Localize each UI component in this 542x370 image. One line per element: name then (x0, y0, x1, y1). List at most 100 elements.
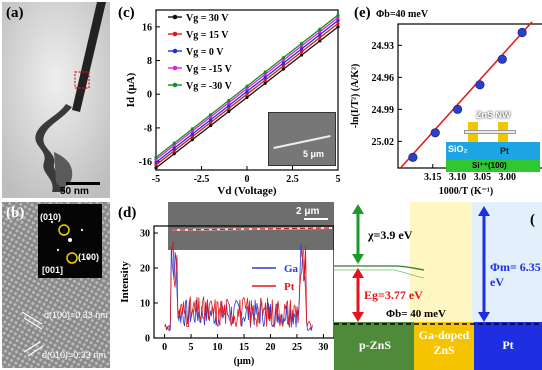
bandgap-label: Eg=3.77 eV (364, 288, 423, 302)
x-tick-label: -2.5 (194, 174, 210, 185)
series-point (245, 86, 249, 91)
series-point (300, 50, 304, 54)
panel-f-label: ( (530, 212, 535, 228)
series-point (227, 98, 231, 103)
series-point (209, 113, 213, 117)
x-tick-label: -5 (152, 174, 160, 185)
series-point (245, 92, 249, 96)
series-point (300, 47, 304, 51)
panel-e: (e) Φb=40 meV 3.15 3.10 3.05 3.00 24.93 24.96… (348, 2, 542, 198)
saed-spot-010: (010) (40, 212, 62, 222)
inset-scalebar-label: 5 μm (303, 149, 325, 159)
series-point (245, 89, 249, 94)
y-tick-label: 24.96 (372, 73, 395, 84)
y-tick-label: 24.99 (372, 105, 395, 116)
series-point (318, 36, 322, 40)
series-point (209, 118, 213, 122)
legend-marker (172, 48, 178, 54)
eds-trace (164, 241, 313, 332)
y-tick-label: 16 (142, 22, 152, 33)
sio2-label: SiO₂ (448, 144, 468, 154)
panel-b-label: (b) (6, 205, 25, 221)
series-point (318, 39, 322, 43)
x-tick-label: 3.10 (449, 172, 467, 183)
pt-contact-label: Pt (500, 146, 509, 156)
y-tick-label: 30 (140, 229, 150, 240)
x-tick-label: 3.05 (474, 172, 492, 183)
series-point (172, 152, 176, 156)
nw-label: ZnS NW (476, 110, 511, 120)
legend-label: Pt (284, 281, 295, 293)
device-schematic: ZnS NW Pt SiO₂ Si⁺⁺(100) (446, 110, 540, 174)
data-point (430, 128, 440, 138)
series-point (227, 106, 231, 110)
series-point (190, 127, 194, 131)
panel-b: (b) (010) (100) [001] d(100)=0.33 nm d(0… (2, 202, 110, 368)
x-tick-label: 5 (336, 174, 341, 185)
panel-c: (c) -5 -2.5 0 2.5 5 16 8 0 -8 -16 Vd (Voltage) Id (… (112, 2, 346, 198)
y-tick-label: 24.93 (372, 41, 395, 52)
y-tick-label: 25.02 (372, 137, 395, 148)
series-point (190, 135, 194, 139)
y-axis-label: -ln(I/T²) (A/K²) (350, 64, 361, 129)
x-axis-label: 1000/T (K⁻¹) (439, 186, 493, 197)
series-point (209, 120, 213, 125)
y-tick-label: 10 (140, 299, 150, 310)
scalebar-label: 50 nm (60, 186, 89, 197)
barrier-height-label: Φb=40 meV (376, 9, 429, 20)
series-point (154, 166, 158, 170)
y-tick-label: 0 (147, 90, 152, 101)
y-axis-label: Id (μA) (125, 72, 137, 107)
saed-spot-100: (100) (78, 252, 100, 262)
legend-label: Vg = 15 V (186, 30, 229, 41)
series-point (300, 44, 304, 48)
si-label: Si⁺⁺(100) (472, 161, 507, 170)
electron-affinity-label: χ=3.9 eV (368, 228, 413, 242)
panel-a: (a) 50 nm (2, 2, 110, 198)
series-point (172, 146, 176, 150)
arrhenius-chart: 3.15 3.10 3.05 3.00 24.93 24.96 24.99 25.02 1000… (350, 21, 542, 197)
x-tick-label: 20 (265, 342, 275, 353)
data-point (408, 152, 418, 162)
series-point (318, 33, 322, 37)
sem-scalebar (304, 218, 328, 220)
panel-d-label: (d) (118, 205, 137, 221)
x-tick-label: 5 (189, 342, 194, 353)
series-point (336, 13, 340, 17)
y-tick-label: 8 (147, 56, 152, 67)
series-point (190, 132, 194, 136)
series-point (300, 41, 304, 46)
legend-marker (172, 31, 178, 37)
legend-label: Vg = -15 V (186, 64, 233, 75)
series-point (336, 25, 340, 29)
series-point (336, 18, 340, 23)
series-point (281, 67, 285, 71)
y-axis-label: Intensity (119, 261, 131, 303)
x-tick-label: 25 (292, 342, 302, 353)
series-point (154, 163, 158, 167)
sem-inset-image: 5 μm (268, 112, 336, 166)
data-point (517, 27, 527, 38)
band-diagram (334, 202, 542, 370)
material-p-zns: p-ZnS (358, 338, 392, 352)
series-point (245, 84, 249, 88)
series-point (318, 30, 322, 34)
d-spacing-010: d(010)=0.33 nm (42, 350, 106, 360)
series-point (336, 21, 340, 26)
series-point (154, 155, 158, 159)
series-point (318, 27, 322, 31)
series-point (209, 123, 213, 128)
x-axis-label: (μm) (234, 356, 255, 367)
work-function-label: Φm= 6.35 eV (490, 260, 541, 289)
panel-d: (d) 0 5 10 15 20 25 30 0 10 20 30 (μm) Intensity Ga Pt… (112, 202, 342, 368)
series-point (281, 61, 285, 65)
legend-marker (172, 82, 178, 88)
y-tick-label: -8 (144, 123, 152, 134)
x-tick-label: 15 (239, 342, 249, 353)
fit-line (399, 21, 533, 169)
series-point (154, 160, 158, 165)
series-point (281, 64, 285, 68)
x-tick-label: 10 (213, 342, 223, 353)
panel-e-label: (e) (354, 5, 371, 21)
legend-label: Ga (284, 263, 299, 275)
